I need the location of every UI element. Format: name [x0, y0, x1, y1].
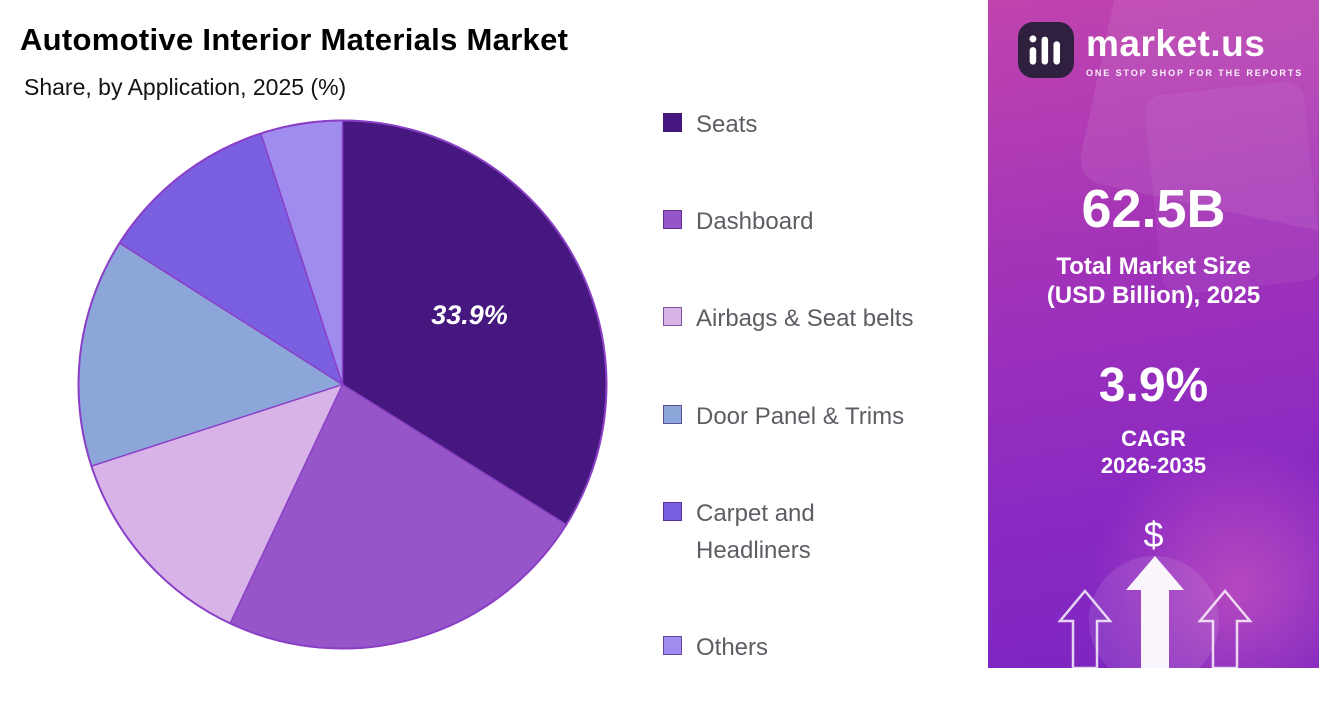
cagr-value: 3.9% [1098, 359, 1209, 412]
market-size-value: 62.5B [1081, 179, 1226, 239]
legend-swatch [663, 210, 682, 230]
legend-label: Carpet and Headliners [696, 499, 815, 564]
legend-label: Door Panel & Trims [696, 402, 905, 430]
pie-chart: 33.9% [70, 112, 615, 657]
marketus-logo: market.us ONE STOP SHOP FOR THE REPORTS [1018, 22, 1303, 78]
cagr-label: CAGR [1121, 426, 1186, 451]
logo-icon-bar [1029, 47, 1037, 65]
market-size-label: Total Market Size (USD Billion), 2025 [988, 252, 1319, 311]
marketus-logo-icon [1018, 22, 1074, 78]
legend-label: Seats [696, 111, 758, 138]
up-arrow-right-icon [1197, 589, 1253, 668]
legend: Seats Dashboard Airbags & Seat belts Door P… [663, 106, 963, 726]
pie-chart-svg: 33.9% [77, 119, 608, 650]
legend-swatch [663, 636, 682, 656]
brand-tagline: ONE STOP SHOP FOR THE REPORTS [1086, 67, 1304, 78]
chart-subtitle: Share, by Application, 2025 (%) [24, 74, 347, 100]
pie-outline [77, 119, 608, 650]
logo-icon-bar [1041, 36, 1049, 65]
logo-text: market.us ONE STOP SHOP FOR THE REPORTS [1086, 22, 1304, 78]
legend-swatch [663, 307, 682, 327]
legend-item-airbags-seat-belts: Airbags & Seat belts [663, 300, 963, 337]
brand-name: market.us [1086, 23, 1266, 64]
market-size-label-line1: Total Market Size [1056, 253, 1251, 280]
sidebar-infographic: market.us ONE STOP SHOP FOR THE REPORTS … [988, 0, 1319, 668]
logo-icon-dot [1029, 35, 1037, 43]
legend-item-dashboard: Dashboard [663, 203, 963, 240]
growth-arrows-icon [1057, 556, 1253, 668]
legend-label: Others [696, 634, 769, 662]
legend-item-others: Others [663, 629, 963, 666]
pie-data-label: 33.9% [431, 300, 508, 330]
legend-swatch [663, 501, 682, 521]
cagr-years: 2026-2035 [1100, 453, 1207, 478]
legend-item-door-panel-trims: Door Panel & Trims [663, 398, 963, 435]
dollar-symbol: $ [1143, 514, 1164, 555]
up-arrow-middle-icon [1126, 556, 1184, 668]
legend-swatch [663, 113, 682, 132]
page-title: Automotive Interior Materials Market [20, 22, 569, 57]
legend-item-seats: Seats [663, 106, 963, 143]
legend-item-carpet-and-headliners: Carpet and Headliners [663, 495, 963, 569]
logo-icon-bar [1053, 41, 1060, 65]
market-size-label-line2: (USD Billion), 2025 [1046, 282, 1261, 310]
legend-label: Airbags & Seat belts [696, 305, 914, 333]
chart-section: Automotive Interior Materials Market Sha… [20, 22, 913, 661]
legend-swatch [663, 404, 682, 424]
legend-label: Dashboard [696, 208, 814, 236]
up-arrow-left-icon [1057, 589, 1113, 668]
